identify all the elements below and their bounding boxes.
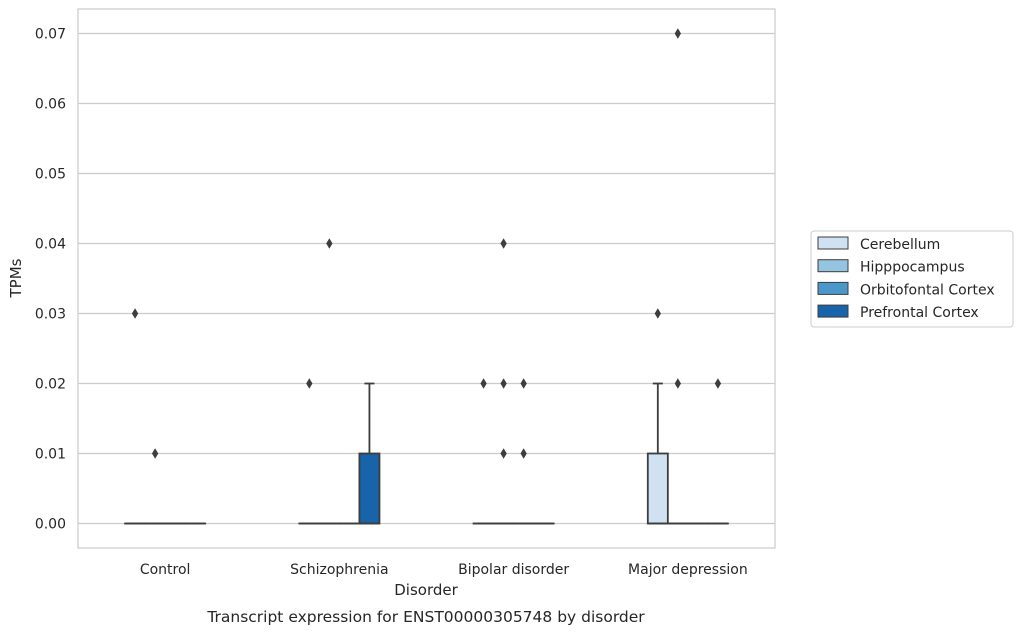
outlier-point [131,308,139,319]
y-tick-label: 0.04 [35,237,66,253]
y-tick-label: 0.00 [35,517,66,533]
box-body [358,452,381,525]
legend-label: Hipppocampus [860,260,965,276]
outlier-point [654,308,661,319]
outlier-point [500,378,507,389]
outlier-point [674,378,682,389]
x-tick-label: Bipolar disorder [458,562,569,578]
chart-caption: Transcript expression for ENST0000030574… [206,608,645,626]
outlier-point [500,238,507,249]
outlier-point [674,28,682,39]
x-tick-label: Schizophrenia [290,562,388,578]
x-tick-label: Major depression [628,562,748,578]
outliers-layer [131,28,722,459]
y-tick-label: 0.05 [35,167,66,183]
outlier-point [500,448,507,459]
outlier-point [306,378,313,389]
outlier-point [151,448,159,459]
outlier-point [520,448,527,459]
x-tick-label: Control [140,562,191,578]
legend-swatch [817,281,849,295]
outlier-point [714,378,722,389]
legend: Cerebellum Hipppocampus Orbitofontal Corte… [810,230,1014,328]
y-tick-label: 0.03 [35,307,66,323]
y-tick-label: 0.07 [35,27,66,43]
outlier-point [520,378,527,389]
boxes-layer [124,382,729,525]
y-tick-label: 0.06 [35,97,66,113]
outlier-point [326,238,333,249]
legend-swatch [817,259,849,273]
legend-items: Cerebellum Hipppocampus Orbitofontal Corte… [817,236,995,321]
box-prefrontal-cortex [358,382,381,525]
legend-frame [810,230,1014,328]
plot-frame [77,8,776,549]
legend-swatch [817,236,849,250]
box-body [646,452,669,525]
legend-label: Orbitofontal Cortex [860,282,995,298]
y-tick-labels: 0.00 0.01 0.02 0.03 0.04 0.05 0.06 0.07 [35,27,66,533]
y-tick-label: 0.02 [35,377,66,393]
legend-swatch [817,304,849,318]
box-cerebellum [646,382,669,525]
outlier-point [480,378,487,389]
x-axis-title: Disorder [394,581,458,599]
y-axis-title: TPMs [7,258,25,298]
legend-label: Cerebellum [860,237,940,253]
legend-label: Prefrontal Cortex [860,305,979,321]
x-tick-labels: Control Schizophrenia Bipolar disorder Majo… [140,562,748,578]
y-tick-label: 0.01 [35,447,66,463]
grid-lines [78,32,775,525]
